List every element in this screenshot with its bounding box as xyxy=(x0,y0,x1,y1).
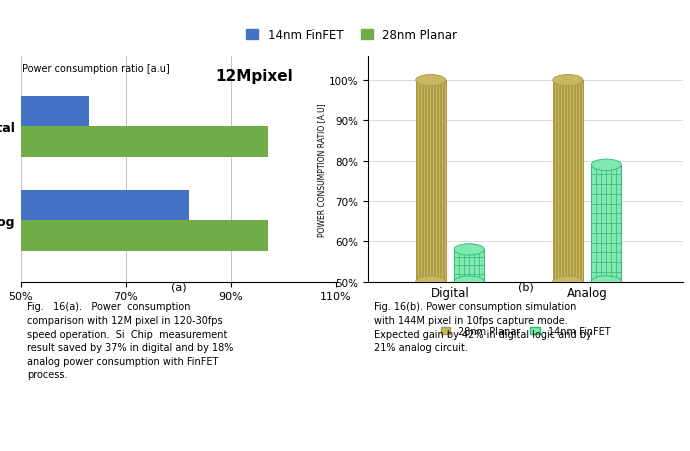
Legend: 28nm Planar, 14nm FinFET: 28nm Planar, 14nm FinFET xyxy=(437,322,614,340)
Text: (a): (a) xyxy=(170,282,186,292)
Ellipse shape xyxy=(553,276,583,288)
Text: Fig.   16(a).   Power  consumption
comparison with 12M pixel in 120-30fps
speed : Fig. 16(a). Power consumption comparison… xyxy=(27,302,233,380)
Legend: 14nm FinFET, 28nm Planar: 14nm FinFET, 28nm Planar xyxy=(241,24,462,46)
Ellipse shape xyxy=(591,276,622,288)
Bar xyxy=(21,97,89,127)
Ellipse shape xyxy=(553,75,583,87)
Bar xyxy=(415,81,446,282)
Ellipse shape xyxy=(415,75,446,87)
Y-axis label: POWER CONSUMPTION RATIO [A.U]: POWER CONSUMPTION RATIO [A.U] xyxy=(317,103,326,236)
Bar xyxy=(591,166,622,282)
Bar xyxy=(21,127,268,157)
Text: (b): (b) xyxy=(518,282,533,292)
Ellipse shape xyxy=(454,244,484,255)
Bar xyxy=(454,250,484,282)
Text: 12Mpixel: 12Mpixel xyxy=(215,69,293,84)
Text: Power consumption ratio [a.u]: Power consumption ratio [a.u] xyxy=(22,64,170,74)
Ellipse shape xyxy=(454,276,484,288)
Ellipse shape xyxy=(415,276,446,288)
Text: Fig. 16(b). Power consumption simulation
with 144M pixel in 10fps capture mode.
: Fig. 16(b). Power consumption simulation… xyxy=(374,302,592,352)
Bar xyxy=(553,81,583,282)
Ellipse shape xyxy=(591,160,622,171)
Bar xyxy=(21,191,189,221)
Bar xyxy=(21,221,268,251)
